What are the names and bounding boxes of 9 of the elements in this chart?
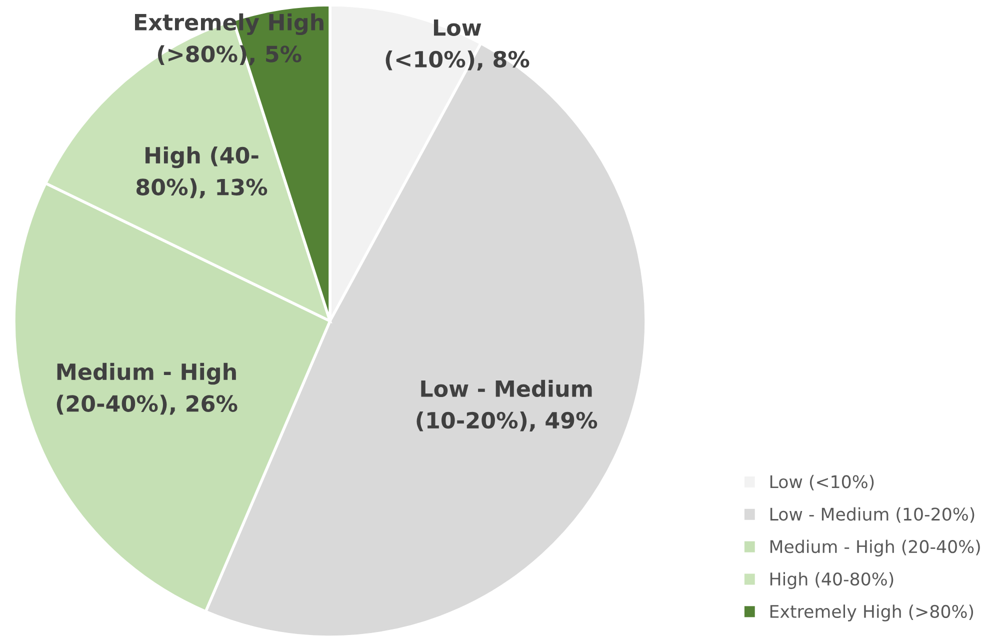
legend-label: Extremely High (>80%) (770, 604, 974, 622)
data-label: Low - Medium (10-20%), 49% (416, 380, 598, 432)
legend-label: High (40-80%) (770, 572, 894, 589)
legend-label: Medium - High (20-40%) (770, 540, 980, 557)
data-label: Medium - High (20-40%), 26% (56, 362, 238, 415)
legend-label: Low - Medium (10-20%) (770, 507, 974, 523)
legend-label: Low (<10%) (770, 474, 874, 490)
data-label: High (40- 80%), 13% (136, 146, 268, 198)
data-label: Low (<10%), 8% (386, 19, 530, 70)
